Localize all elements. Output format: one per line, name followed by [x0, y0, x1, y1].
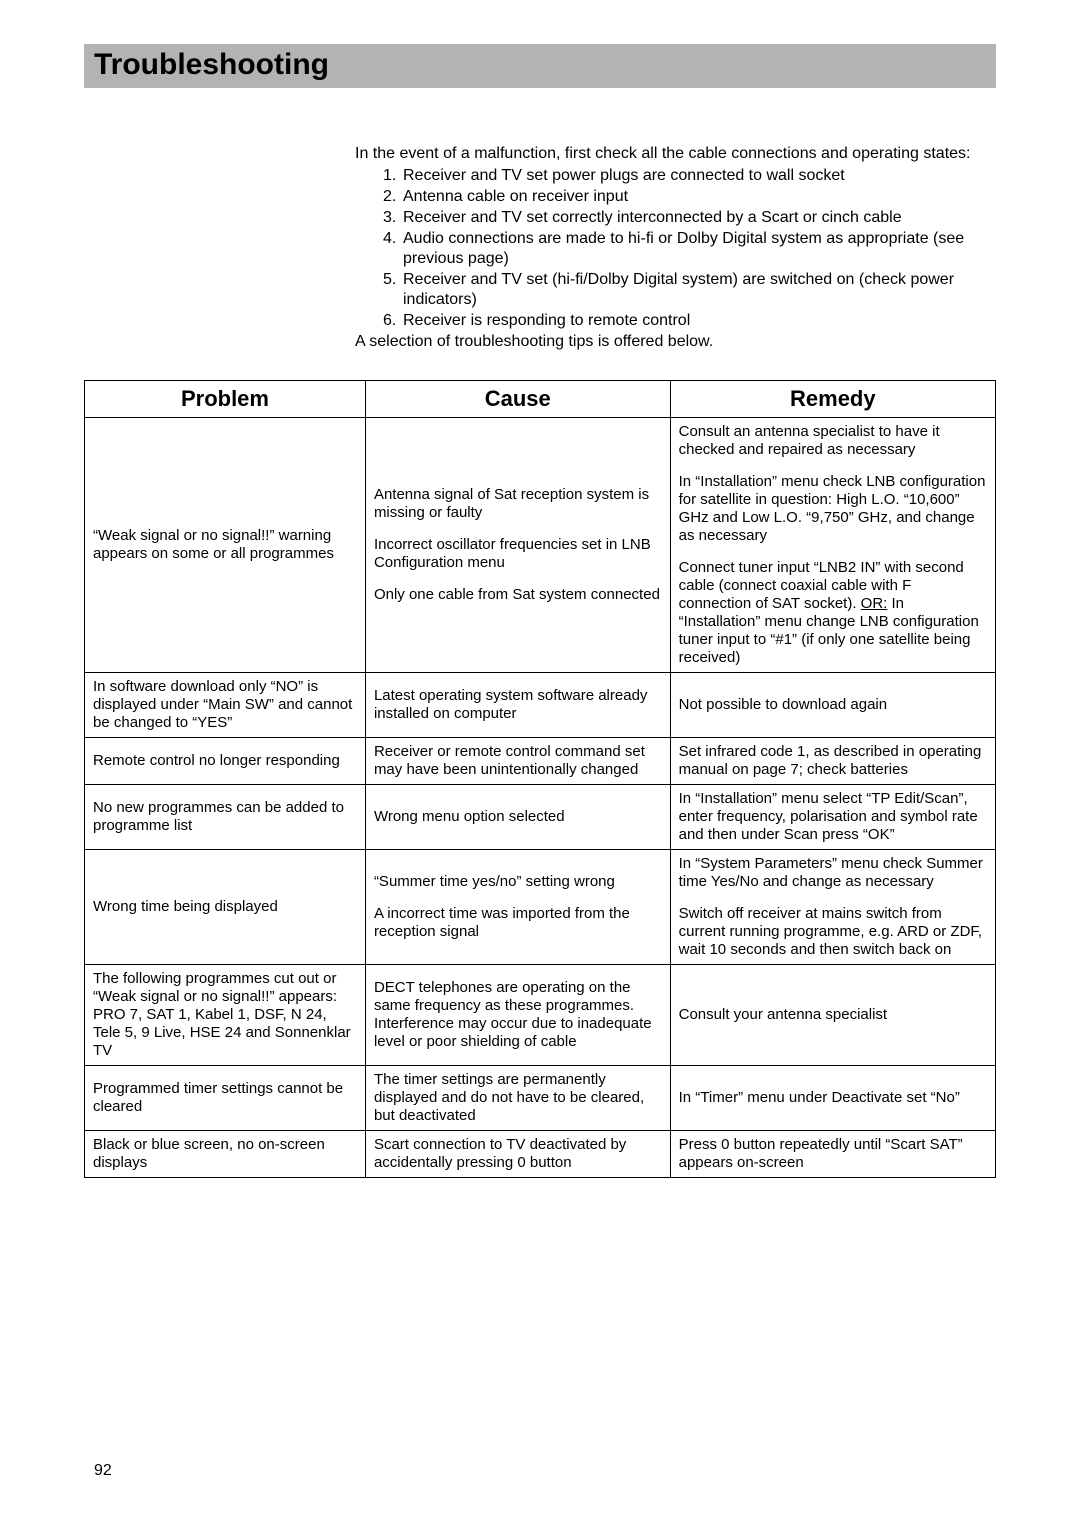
- table-row: No new programmes can be added to progra…: [85, 785, 996, 850]
- intro-tail: A selection of troubleshooting tips is o…: [355, 332, 976, 352]
- cell-problem: Programmed timer settings cannot be clea…: [85, 1066, 366, 1131]
- cell-remedy: Press 0 button repeatedly until “Scart S…: [670, 1131, 995, 1178]
- checklist-text: Audio connections are made to hi-fi or D…: [403, 230, 964, 267]
- remedy-text: Connect tuner input “LNB2 IN” with secon…: [679, 559, 964, 612]
- cause-para: Only one cable from Sat system connected: [374, 586, 662, 604]
- remedy-para: Consult an antenna specialist to have it…: [679, 423, 987, 459]
- cell-cause: DECT telephones are operating on the sam…: [365, 965, 670, 1066]
- cell-problem: The following programmes cut out or “Wea…: [85, 965, 366, 1066]
- intro-lead: In the event of a malfunction, first che…: [355, 144, 976, 164]
- th-cause: Cause: [365, 381, 670, 418]
- list-number: 6.: [383, 311, 396, 331]
- title-bar: Troubleshooting: [84, 44, 996, 88]
- cause-para: Incorrect oscillator frequencies set in …: [374, 536, 662, 572]
- checklist-text: Receiver and TV set correctly interconne…: [403, 209, 902, 226]
- cell-problem: In software download only “NO” is displa…: [85, 673, 366, 738]
- cell-remedy: In “System Parameters” menu check Summer…: [670, 850, 995, 965]
- cell-remedy: Consult an antenna specialist to have it…: [670, 418, 995, 673]
- checklist-item: 5. Receiver and TV set (hi-fi/Dolby Digit…: [383, 270, 976, 310]
- list-number: 4.: [383, 229, 396, 249]
- th-problem: Problem: [85, 381, 366, 418]
- table-row: In software download only “NO” is displa…: [85, 673, 996, 738]
- table-header-row: Problem Cause Remedy: [85, 381, 996, 418]
- cell-problem: Black or blue screen, no on-screen displ…: [85, 1131, 366, 1178]
- checklist-item: 3. Receiver and TV set correctly intercon…: [383, 208, 976, 228]
- th-remedy: Remedy: [670, 381, 995, 418]
- cell-remedy: Set infrared code 1, as described in ope…: [670, 738, 995, 785]
- cell-cause: Wrong menu option selected: [365, 785, 670, 850]
- list-number: 1.: [383, 166, 396, 186]
- troubleshooting-table: Problem Cause Remedy “Weak signal or no …: [84, 380, 996, 1178]
- table-row: Programmed timer settings cannot be clea…: [85, 1066, 996, 1131]
- cell-cause: Latest operating system software already…: [365, 673, 670, 738]
- intro-block: In the event of a malfunction, first che…: [355, 144, 976, 352]
- cell-cause: “Summer time yes/no” setting wrong A inc…: [365, 850, 670, 965]
- table-row: Black or blue screen, no on-screen displ…: [85, 1131, 996, 1178]
- list-number: 3.: [383, 208, 396, 228]
- remedy-para: In “System Parameters” menu check Summer…: [679, 855, 987, 891]
- checklist-item: 4. Audio connections are made to hi-fi or…: [383, 229, 976, 269]
- cell-problem: Remote control no longer responding: [85, 738, 366, 785]
- list-number: 5.: [383, 270, 396, 290]
- checklist-text: Receiver is responding to remote control: [403, 312, 690, 329]
- checklist-text: Receiver and TV set power plugs are conn…: [403, 167, 845, 184]
- cell-remedy: In “Installation” menu select “TP Edit/S…: [670, 785, 995, 850]
- remedy-para: Switch off receiver at mains switch from…: [679, 905, 987, 959]
- checklist-item: 2. Antenna cable on receiver input: [383, 187, 976, 207]
- cell-problem: No new programmes can be added to progra…: [85, 785, 366, 850]
- table-row: The following programmes cut out or “Wea…: [85, 965, 996, 1066]
- table-row: “Weak signal or no signal!!” warning app…: [85, 418, 996, 673]
- checklist-text: Antenna cable on receiver input: [403, 188, 628, 205]
- cell-remedy: Consult your antenna specialist: [670, 965, 995, 1066]
- checklist-item: 1. Receiver and TV set power plugs are co…: [383, 166, 976, 186]
- page-title: Troubleshooting: [94, 48, 986, 82]
- cell-problem: “Weak signal or no signal!!” warning app…: [85, 418, 366, 673]
- table-row: Wrong time being displayed “Summer time …: [85, 850, 996, 965]
- checklist-text: Receiver and TV set (hi-fi/Dolby Digital…: [403, 271, 954, 308]
- remedy-para: Connect tuner input “LNB2 IN” with secon…: [679, 559, 987, 667]
- table-row: Remote control no longer responding Rece…: [85, 738, 996, 785]
- cell-cause: The timer settings are permanently displ…: [365, 1066, 670, 1131]
- intro-checklist: 1. Receiver and TV set power plugs are co…: [355, 166, 976, 331]
- remedy-para: In “Installation” menu check LNB configu…: [679, 473, 987, 545]
- checklist-item: 6. Receiver is responding to remote contr…: [383, 311, 976, 331]
- remedy-or: OR:: [861, 595, 888, 612]
- cell-cause: Antenna signal of Sat reception system i…: [365, 418, 670, 673]
- page-number: 92: [94, 1462, 112, 1480]
- cell-cause: Receiver or remote control command set m…: [365, 738, 670, 785]
- cause-para: A incorrect time was imported from the r…: [374, 905, 662, 941]
- cell-remedy: In “Timer” menu under Deactivate set “No…: [670, 1066, 995, 1131]
- cause-para: Antenna signal of Sat reception system i…: [374, 486, 662, 522]
- cell-problem: Wrong time being displayed: [85, 850, 366, 965]
- cell-remedy: Not possible to download again: [670, 673, 995, 738]
- cell-cause: Scart connection to TV deactivated by ac…: [365, 1131, 670, 1178]
- list-number: 2.: [383, 187, 396, 207]
- cause-para: “Summer time yes/no” setting wrong: [374, 873, 662, 891]
